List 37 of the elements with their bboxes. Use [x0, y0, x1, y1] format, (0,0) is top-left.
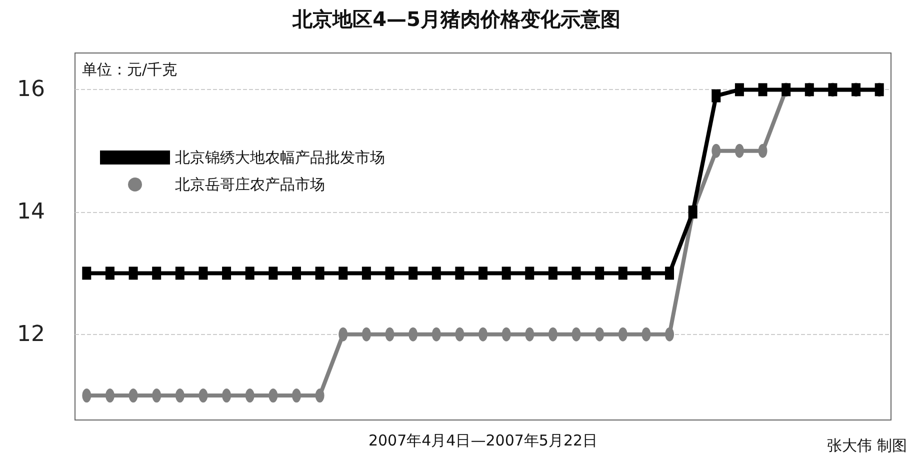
point: [385, 266, 394, 280]
point: [198, 266, 208, 280]
legend-label: 北京岳哥庄农产品市场: [175, 176, 325, 194]
point: [618, 266, 628, 280]
point: [525, 266, 534, 280]
x-axis-title: 2007年4月4日—2007年5月22日: [368, 431, 598, 450]
point: [128, 266, 138, 280]
point: [362, 266, 371, 280]
annotation: 单位：元/千克: [82, 60, 178, 78]
point: [502, 266, 511, 280]
point: [734, 83, 744, 96]
y-tick-label: 12: [17, 322, 45, 347]
point: [642, 266, 651, 280]
point: [408, 266, 418, 280]
point: [548, 266, 558, 280]
text: 张大伟 制图: [827, 436, 908, 454]
point: [432, 266, 441, 280]
y-tick-label: 16: [17, 77, 45, 102]
point: [315, 266, 324, 280]
point: [712, 89, 721, 102]
chart-title: 北京地区4—5月猪肉价格变化示意图: [292, 7, 620, 31]
point: [175, 266, 184, 280]
point: [455, 266, 464, 280]
point: [152, 266, 162, 280]
legend-label: 北京锦绣大地农幅产品批发市场: [175, 148, 385, 166]
point: [105, 266, 114, 280]
point: [82, 266, 92, 280]
point: [758, 83, 768, 96]
point: [665, 266, 674, 280]
point: [338, 266, 348, 280]
point: [572, 266, 581, 280]
point: [292, 266, 301, 280]
point: [222, 266, 232, 280]
point: [595, 266, 604, 280]
point: [268, 266, 278, 280]
y-tick-label: 14: [17, 200, 45, 225]
point: [245, 266, 254, 280]
